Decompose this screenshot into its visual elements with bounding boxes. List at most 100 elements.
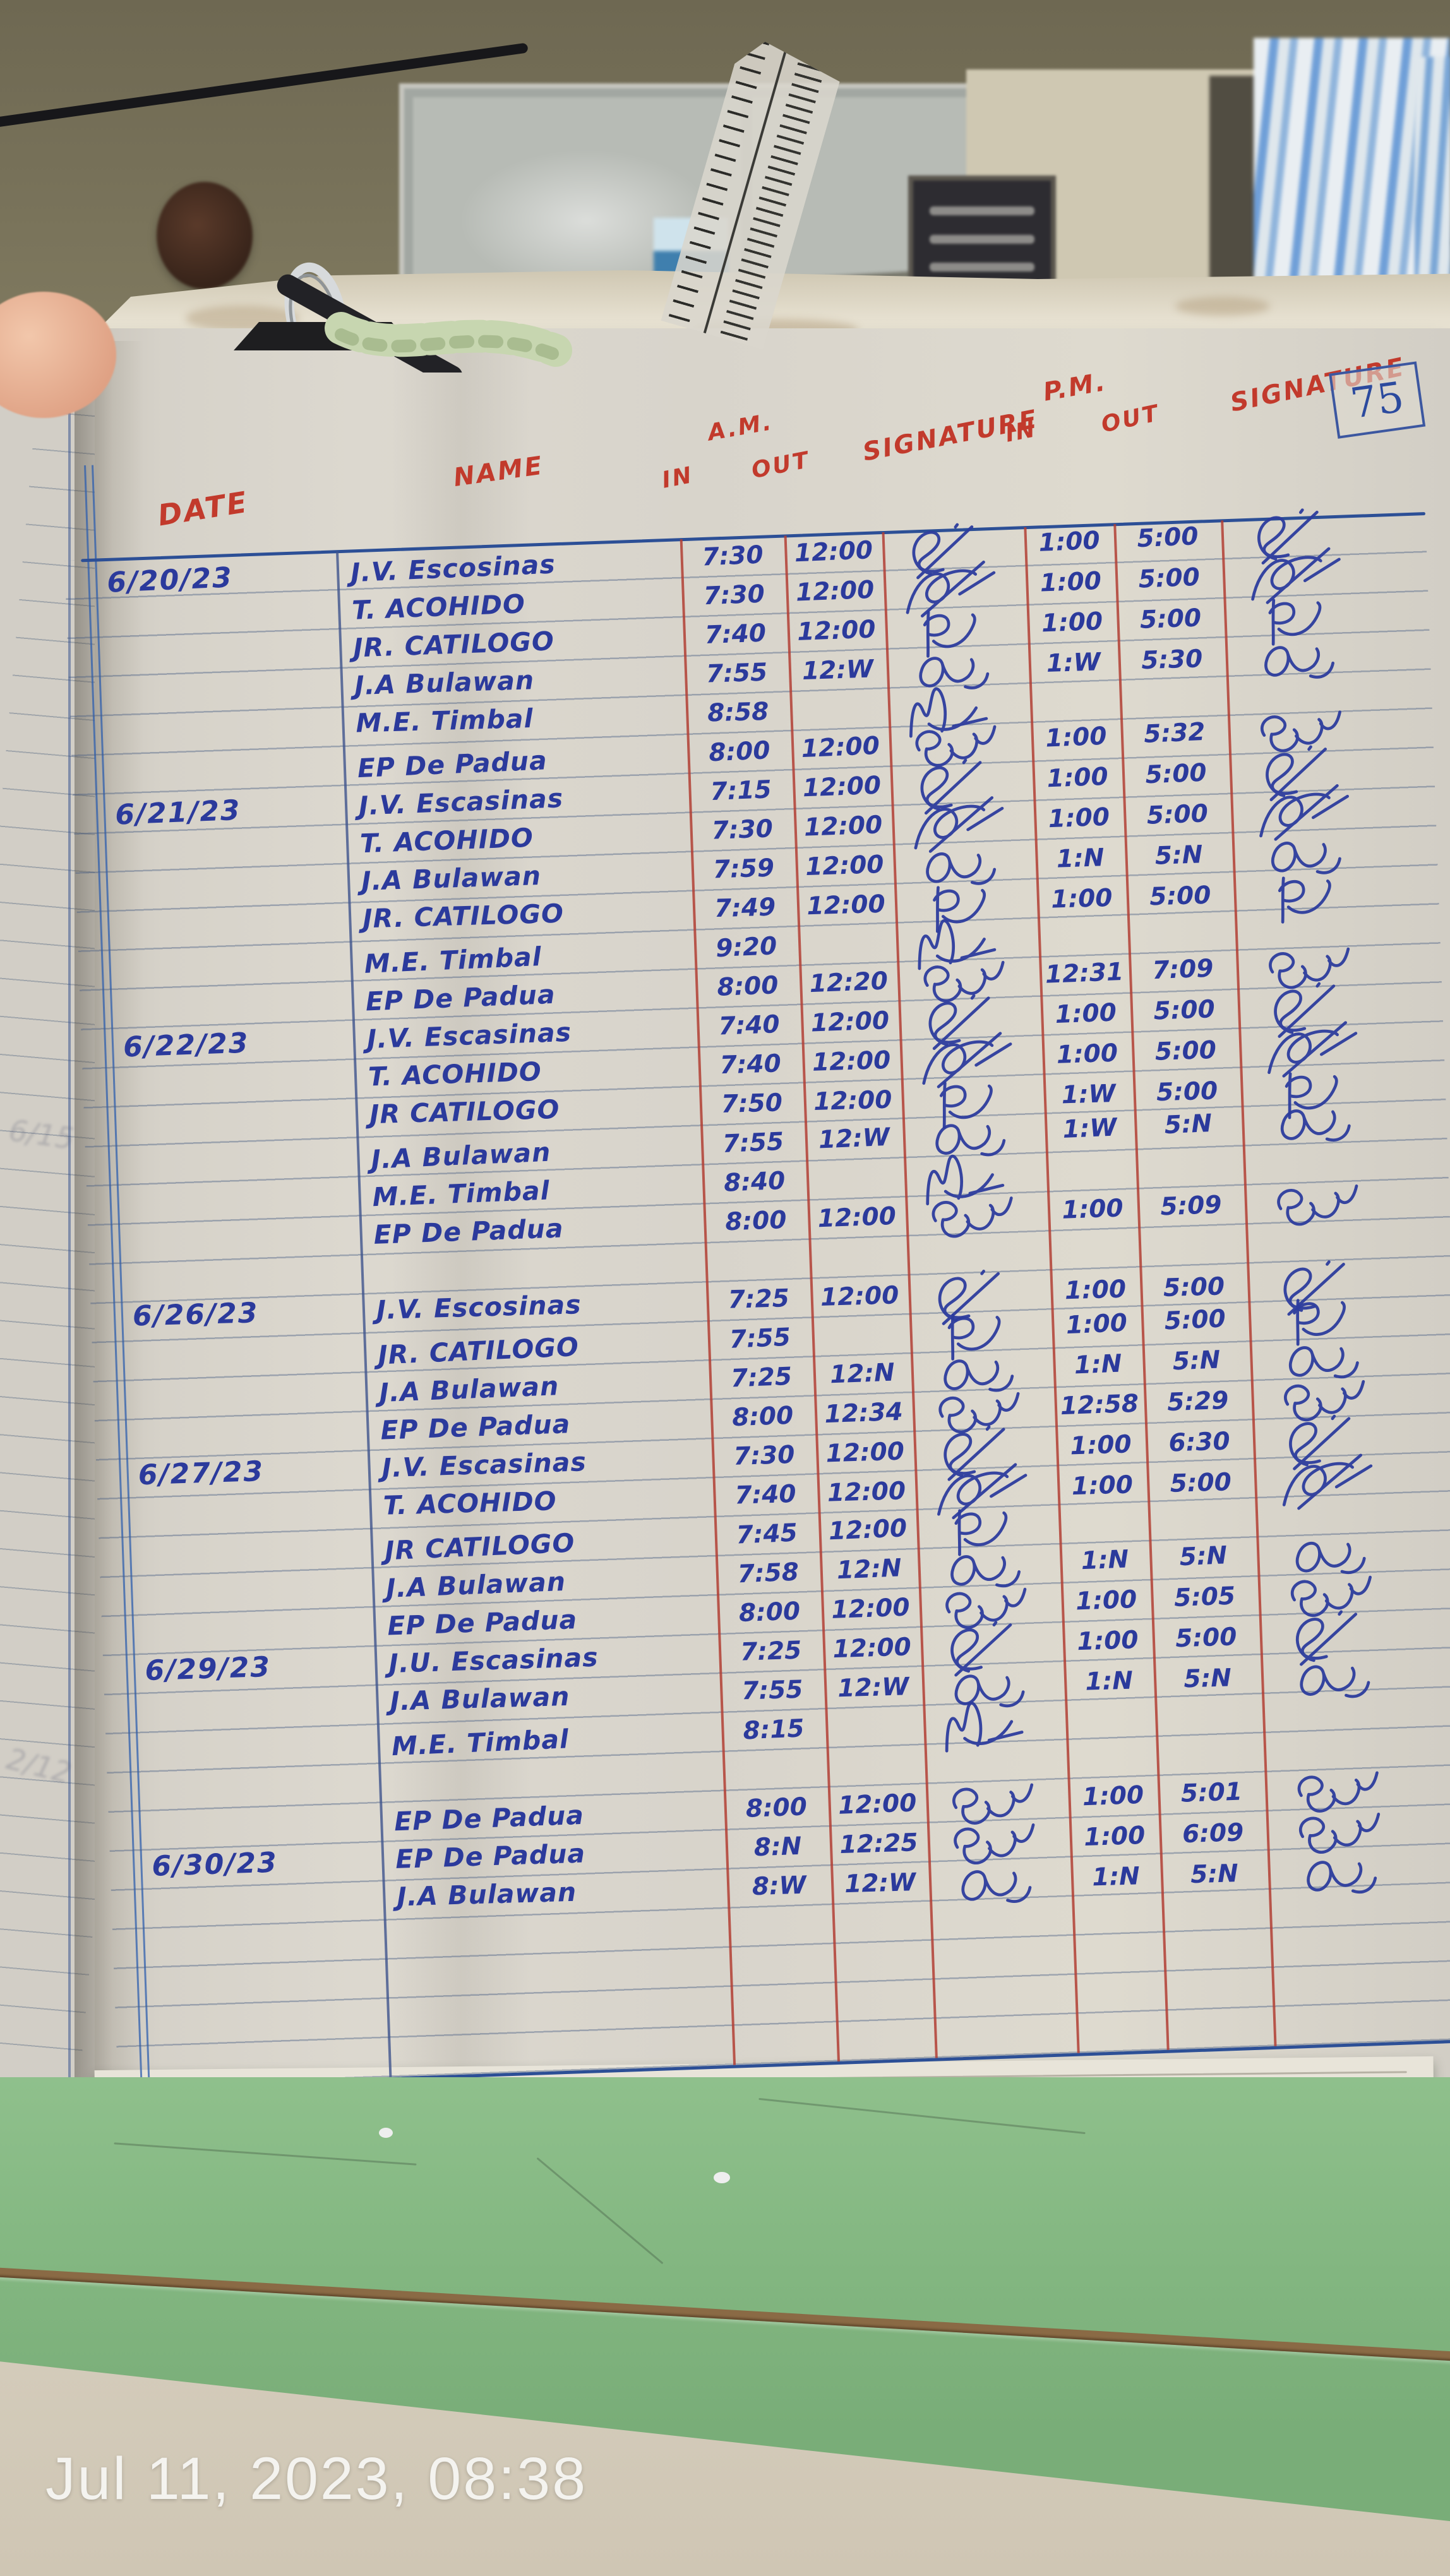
fingertip	[0, 292, 116, 418]
log-row: JR CATILOGO 7:50 12:00 1:W 5:00	[84, 1066, 1446, 1143]
pm-in-cell: 1:00	[1065, 1309, 1128, 1340]
pm-in-cell: 1:00	[1046, 762, 1109, 794]
pm-out-cell: 5:32	[1143, 717, 1206, 749]
signature-scribble	[1252, 1179, 1443, 1226]
am-in-cell: 7:49	[714, 893, 776, 924]
signature-scribble	[900, 994, 1040, 1050]
am-in-cell: 7:30	[702, 580, 765, 611]
log-row: J.A Bulawan 7:55 12:W 1:W 5:N	[85, 1095, 1447, 1192]
binder-clip-and-rope	[234, 262, 572, 373]
am-in-cell: 8:00	[724, 1206, 788, 1237]
log-row: JR CATILOGO 7:45 12:00	[99, 1486, 1450, 1583]
am-in-cell: 8:W	[752, 1871, 807, 1902]
am-out-cell: 12:00	[802, 771, 882, 803]
am-in-cell: 7:40	[734, 1479, 797, 1510]
pm-out-cell: 5:N	[1178, 1541, 1228, 1572]
pm-out-cell: 5:00	[1163, 1304, 1226, 1336]
pm-in-cell: 1:N	[1074, 1349, 1123, 1380]
pm-out-cell: 5:00	[1139, 604, 1202, 635]
pm-out-cell: 5:30	[1141, 645, 1203, 676]
am-in-cell: 7:50	[721, 1088, 783, 1119]
am-in-cell: 8:15	[742, 1714, 805, 1746]
pm-in-cell: 1:00	[1083, 1821, 1146, 1852]
pm-in-cell: 1:00	[1055, 998, 1117, 1029]
pm-in-cell: 1:00	[1076, 1626, 1139, 1657]
pm-in-cell: 1:00	[1082, 1780, 1144, 1812]
signature-scribble	[906, 1152, 1046, 1206]
am-out-cell: 12:00	[795, 575, 875, 607]
signature-scribble	[903, 1077, 1043, 1129]
log-row: EP De Padua 8:00 12:00 1:00 5:09	[88, 1178, 1450, 1265]
am-in-cell: 8:00	[708, 736, 771, 768]
log-row: T. ACOHIDO 7:40 12:00 1:00 5:00	[82, 1021, 1444, 1106]
log-row: M.E. Timbal 8:40	[87, 1136, 1449, 1228]
pm-out-cell: 5:00	[1144, 758, 1207, 790]
am-in-cell: 7:30	[733, 1440, 796, 1471]
signature-scribble	[1267, 1610, 1450, 1666]
log-row: EP De Padua 8:00 12:00 1:00 5:01	[109, 1765, 1450, 1852]
signature-scribble	[920, 1544, 1060, 1588]
pm-in-cell: 1:00	[1075, 1585, 1138, 1616]
right-page	[81, 328, 1450, 2115]
page-crease-shadow	[392, 328, 530, 2096]
log-row: J.A Bulawan 7:55 12:W 1:N 5:N	[104, 1653, 1450, 1729]
signature-scribble	[1244, 941, 1435, 989]
pm-in-cell: 12:31	[1045, 957, 1124, 989]
am-out-cell: 12:W	[837, 1673, 909, 1703]
log-row: EP De Padua 8:00 12:00 1:00 5:32	[71, 704, 1434, 801]
log-row: 6/22/23 J.V. Escasinas 7:40 12:00 1:00 5:00	[81, 982, 1443, 1070]
pm-out-cell: 5:09	[1159, 1190, 1223, 1222]
pm-in-cell: 1:00	[1041, 607, 1103, 638]
signature-scribble	[902, 1032, 1042, 1088]
signature-scribble	[889, 686, 1029, 738]
signature-scribble	[899, 957, 1039, 1003]
header-am-in: IN	[659, 462, 696, 494]
am-out-cell: 12:00	[813, 1085, 893, 1117]
signature-scribble	[1269, 1654, 1450, 1698]
pm-in-cell: 12:58	[1060, 1389, 1139, 1421]
header-am: A.M.	[705, 409, 776, 446]
log-row: J.A Bulawan 7:25 12:N 1:N 5:N	[93, 1332, 1450, 1424]
log-row: JR. CATILOGO 7:40 12:00 1:00 5:00	[68, 592, 1430, 678]
signature-scribble	[1247, 1021, 1437, 1078]
pm-out-cell: 7:09	[1151, 954, 1214, 986]
am-out-cell: 12:20	[808, 967, 889, 999]
log-row: JR. CATILOGO 7:55 1:00 5:00	[92, 1291, 1450, 1388]
pm-in-cell: 1:00	[1061, 1194, 1124, 1225]
green-table	[0, 2077, 1450, 2576]
date-cell: 6/26/23	[132, 1297, 259, 1333]
am-in-cell: 8:58	[707, 697, 769, 728]
signature-scribble	[1249, 1095, 1440, 1143]
am-out-cell: 12:00	[832, 1633, 912, 1664]
signature-scribble	[925, 1699, 1065, 1753]
am-out-cell: 12:00	[794, 536, 873, 568]
pm-out-cell: 5:01	[1180, 1777, 1243, 1808]
pm-out-cell: 5:00	[1146, 799, 1209, 830]
am-in-cell: 7:55	[722, 1127, 785, 1159]
am-out-cell: 12:00	[810, 1006, 890, 1038]
signature-scribble	[1235, 704, 1426, 753]
am-in-cell: 7:40	[704, 619, 767, 650]
pm-out-cell: 6:09	[1182, 1818, 1244, 1849]
log-rows: 6/20/23 J.V. Escosinas 7:30 12:00 1:00 5:00 T.…	[58, 330, 1419, 1912]
pm-out-cell: 5:00	[1136, 522, 1199, 554]
page-number: 75	[1347, 372, 1407, 428]
am-in-cell: 7:40	[717, 1010, 781, 1041]
ledger-sheet: DATE NAME A.M. IN OUT SIGNATURE P.M. IN …	[58, 330, 1450, 2132]
am-in-cell: 7:55	[705, 658, 768, 689]
log-row: T. ACOHIDO 7:40 12:00 1:00 5:00	[97, 1453, 1450, 1534]
am-out-cell: 12:00	[806, 890, 886, 921]
pm-out-cell: 5:00	[1137, 563, 1201, 594]
page-number-box: 75	[1329, 361, 1426, 439]
am-in-cell: 7:55	[728, 1323, 791, 1354]
log-row: M.E. Timbal 9:20	[78, 899, 1441, 996]
am-in-cell: 8:40	[723, 1166, 786, 1198]
signature-scribble	[922, 1621, 1062, 1677]
header-pm: P.M.	[1041, 367, 1110, 407]
header-pm-out: OUT	[1099, 400, 1163, 438]
signature-scribble	[907, 1193, 1047, 1238]
signature-scribble	[1230, 547, 1421, 604]
signature-scribble	[921, 1583, 1061, 1629]
header-name: NAME	[452, 451, 546, 492]
